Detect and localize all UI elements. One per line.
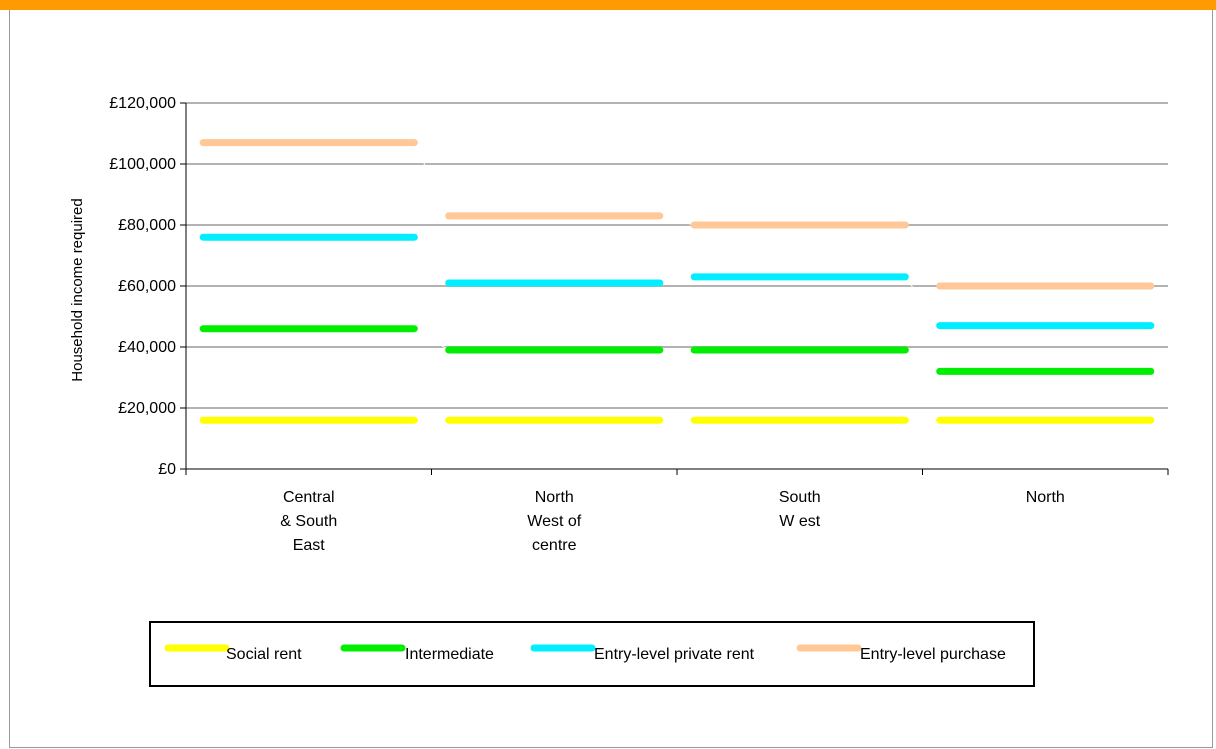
x-tick-label: centre xyxy=(532,537,577,554)
series-connector xyxy=(904,276,941,326)
x-tick-label: North xyxy=(535,489,574,506)
gridlines xyxy=(186,102,1168,409)
y-tick-label: £100,000 xyxy=(109,156,176,173)
series-entry-level-purchase xyxy=(199,139,1155,290)
legend: Social rent Intermediate Entry-level priva… xyxy=(149,621,1035,687)
x-axis-ticks: Central & South East North West of centre Sout… xyxy=(185,469,1169,554)
y-tick-label: £60,000 xyxy=(118,278,176,295)
legend-box xyxy=(149,621,1035,687)
series-connector xyxy=(905,349,940,372)
series-connector xyxy=(659,276,695,284)
series-connector xyxy=(413,236,450,284)
x-tick-label: & South xyxy=(280,513,337,530)
y-tick-label: £80,000 xyxy=(118,217,176,234)
series-intermediate xyxy=(199,325,1155,375)
x-tick-label: W est xyxy=(779,513,820,530)
series-connector xyxy=(904,224,941,287)
y-tick-label: £40,000 xyxy=(118,339,176,356)
series-connector xyxy=(413,142,450,217)
chart-frame xyxy=(9,10,1213,748)
legend-label: Social rent xyxy=(226,646,302,663)
legend-label: Entry-level private rent xyxy=(594,646,755,663)
x-tick-label: West of xyxy=(527,513,582,530)
y-tick-label: £120,000 xyxy=(109,95,176,112)
y-tick-label: £0 xyxy=(158,461,176,478)
y-tick-label: £20,000 xyxy=(118,400,176,417)
y-axis-ticks: £0 £20,000 £40,000 £60,000 £80,000 £100,000 £1… xyxy=(109,95,186,478)
data-series xyxy=(199,139,1155,424)
series-connector xyxy=(414,328,449,351)
series-connector xyxy=(659,215,695,226)
series-entry-level-private-rent xyxy=(199,233,1155,330)
x-tick-label: South xyxy=(779,489,821,506)
legend-label: Entry-level purchase xyxy=(860,646,1006,663)
top-accent-bar xyxy=(0,0,1216,10)
legend-label: Intermediate xyxy=(405,646,494,663)
x-tick-label: North xyxy=(1026,489,1065,506)
y-axis-label: Household income required xyxy=(69,198,86,381)
x-tick-label: Central xyxy=(283,489,335,506)
x-tick-label: East xyxy=(293,537,326,554)
